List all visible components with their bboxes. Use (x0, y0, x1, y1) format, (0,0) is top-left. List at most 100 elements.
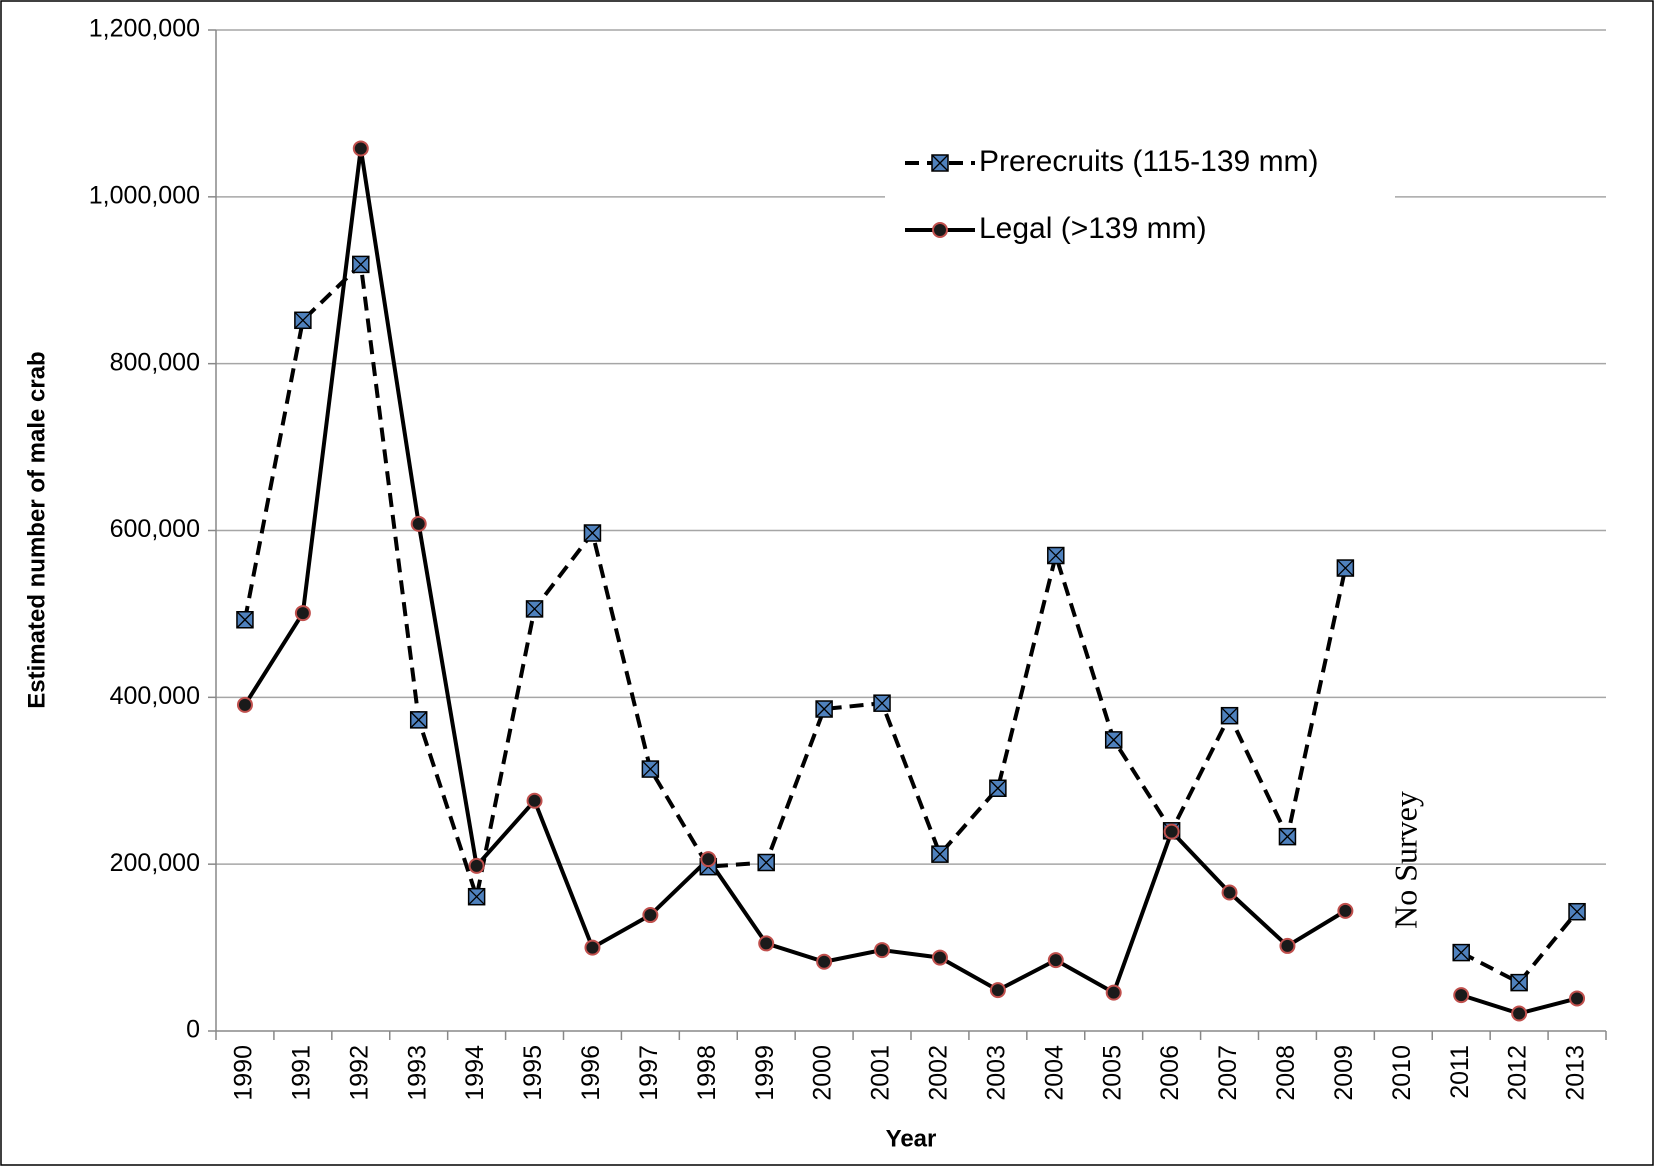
marker (1047, 546, 1065, 565)
x-tick-label: 2010 (1388, 1045, 1416, 1101)
legend-label: Legal (>139 mm) (979, 212, 1207, 245)
x-tick-label: 2006 (1156, 1045, 1184, 1101)
annotation: No Survey (1388, 791, 1424, 929)
marker (1337, 902, 1354, 919)
marker (352, 255, 370, 274)
marker (526, 792, 543, 809)
marker-cross (1047, 547, 1065, 564)
marker (815, 700, 833, 718)
marker-cross (873, 694, 891, 712)
x-tick-label: 2003 (982, 1045, 1010, 1101)
marker (989, 779, 1007, 798)
marker (1453, 987, 1470, 1004)
marker (468, 857, 485, 874)
marker (931, 154, 949, 172)
marker (1452, 943, 1470, 962)
x-tick-label: 2007 (1214, 1045, 1242, 1101)
marker (1569, 990, 1586, 1007)
marker (467, 887, 486, 906)
marker (409, 711, 428, 729)
marker (1336, 559, 1355, 577)
marker (931, 949, 948, 966)
marker-cross (1336, 559, 1354, 577)
marker (1510, 973, 1528, 992)
marker-cross (1452, 944, 1470, 962)
marker (931, 845, 949, 863)
x-tick-label: 2000 (809, 1045, 837, 1101)
marker (641, 760, 660, 778)
marker (1104, 731, 1123, 749)
y-tick-label: 400,000 (110, 682, 200, 710)
marker-cross (641, 760, 659, 778)
marker (873, 694, 891, 712)
series-line (243, 148, 1578, 1016)
y-tick-label: 0 (186, 1016, 200, 1044)
marker-cross (1510, 974, 1528, 992)
x-tick-label: 2012 (1504, 1045, 1532, 1101)
marker-cross (352, 255, 370, 273)
x-tick-label: 2002 (925, 1045, 953, 1101)
marker (1568, 902, 1586, 921)
marker (1278, 827, 1297, 846)
marker (1163, 823, 1180, 840)
x-tick-label: 2004 (1040, 1045, 1068, 1101)
x-tick-label: 1996 (577, 1045, 605, 1101)
x-tick-label: 1993 (403, 1045, 431, 1101)
marker (525, 600, 544, 618)
marker (1220, 706, 1239, 725)
y-tick-label: 800,000 (110, 348, 200, 376)
marker-cross (931, 154, 949, 172)
marker (1279, 937, 1296, 954)
marker (410, 515, 427, 532)
marker-cross (236, 611, 254, 629)
marker (874, 942, 891, 959)
marker (294, 605, 311, 622)
marker (1105, 984, 1122, 1001)
legend-label: Prerecruits (115-139 mm) (979, 145, 1319, 178)
x-tick-label: 2013 (1562, 1045, 1590, 1101)
x-tick-label: 1997 (635, 1045, 663, 1101)
marker-cross (1279, 828, 1296, 846)
marker (1221, 884, 1238, 901)
marker (700, 851, 717, 868)
y-tick-label: 1,000,000 (89, 181, 200, 209)
y-tick-label: 200,000 (110, 849, 200, 877)
marker (757, 853, 775, 872)
x-tick-label: 1994 (461, 1045, 489, 1101)
marker (758, 935, 775, 952)
y-tick-label: 1,200,000 (89, 15, 200, 43)
marker (352, 140, 369, 157)
x-tick-label: 2009 (1330, 1045, 1358, 1101)
marker (583, 524, 602, 542)
marker (989, 982, 1006, 999)
x-tick-label: 1998 (693, 1045, 721, 1101)
x-tick-label: 2005 (1098, 1045, 1126, 1101)
marker (816, 953, 833, 970)
y-tick-label: 600,000 (110, 515, 200, 543)
series-line (242, 260, 1579, 986)
marker-cross (931, 845, 949, 863)
x-tick-label: 1991 (287, 1045, 315, 1101)
x-axis-label: Year (886, 1125, 937, 1152)
marker-cross (1568, 903, 1586, 921)
marker-cross (1105, 731, 1123, 749)
marker-cross (526, 600, 544, 618)
marker-cross (1221, 707, 1238, 725)
x-tick-label: 1992 (345, 1045, 373, 1101)
marker-cross (410, 711, 428, 729)
marker-cross (989, 779, 1007, 797)
marker-cross (757, 854, 775, 871)
marker (236, 611, 254, 629)
marker (932, 222, 948, 238)
y-axis-label: Estimated number of male crab (23, 351, 50, 708)
marker (1047, 952, 1064, 969)
marker (584, 939, 601, 956)
x-tick-label: 1999 (751, 1045, 779, 1101)
x-tick-label: 2008 (1272, 1045, 1300, 1101)
marker (236, 696, 253, 713)
marker-cross (815, 700, 833, 718)
marker (1511, 1005, 1528, 1022)
x-tick-label: 2011 (1446, 1045, 1474, 1099)
